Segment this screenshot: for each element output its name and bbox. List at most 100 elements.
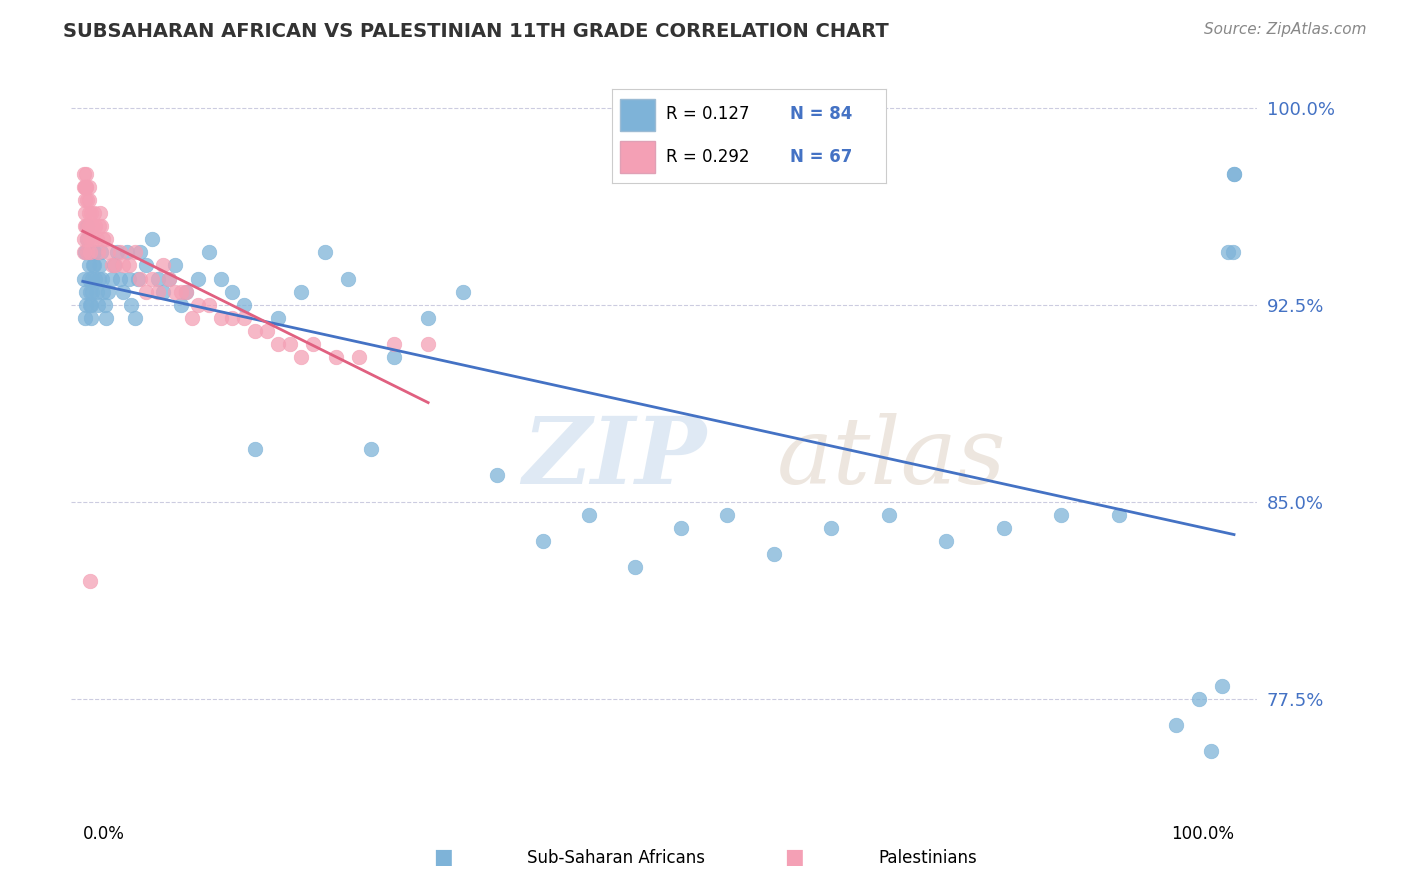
Text: ■: ■	[433, 847, 453, 867]
Point	[80, 206, 103, 220]
Point	[290, 285, 312, 299]
Point	[76, 245, 98, 260]
Text: Source: ZipAtlas.com: Source: ZipAtlas.com	[1204, 22, 1367, 37]
Point	[104, 259, 127, 273]
Point	[198, 298, 221, 312]
Point	[290, 351, 312, 365]
Text: Palestinians: Palestinians	[879, 849, 977, 867]
Point	[76, 232, 98, 246]
Text: 0.0%: 0.0%	[83, 825, 125, 843]
Point	[1166, 718, 1188, 732]
Point	[87, 245, 110, 260]
Point	[187, 271, 209, 285]
Point	[877, 508, 900, 522]
Point	[103, 259, 125, 273]
Point	[80, 310, 103, 325]
Text: SUBSAHARAN AFRICAN VS PALESTINIAN 11TH GRADE CORRELATION CHART: SUBSAHARAN AFRICAN VS PALESTINIAN 11TH G…	[63, 22, 889, 41]
Point	[77, 193, 100, 207]
Point	[73, 206, 96, 220]
Point	[163, 285, 186, 299]
Point	[152, 259, 174, 273]
Point	[84, 219, 107, 233]
Point	[129, 245, 152, 260]
Point	[75, 298, 97, 312]
Point	[302, 337, 325, 351]
Point	[146, 271, 169, 285]
Point	[84, 271, 107, 285]
Point	[624, 560, 647, 574]
Point	[169, 285, 191, 299]
Point	[578, 508, 600, 522]
Text: 100.0%: 100.0%	[1171, 825, 1234, 843]
Point	[245, 324, 267, 338]
Point	[221, 310, 243, 325]
Point	[73, 310, 96, 325]
Point	[77, 179, 100, 194]
Point	[79, 574, 101, 588]
Point	[347, 351, 370, 365]
Point	[716, 508, 738, 522]
Text: N = 84: N = 84	[790, 105, 852, 123]
Point	[82, 232, 104, 246]
Point	[80, 271, 103, 285]
Point	[120, 298, 142, 312]
Point	[73, 219, 96, 233]
Point	[100, 271, 122, 285]
Point	[73, 245, 96, 260]
Point	[80, 285, 103, 299]
Text: R = 0.292: R = 0.292	[666, 148, 749, 166]
Point	[91, 271, 114, 285]
Point	[232, 298, 254, 312]
Point	[1223, 167, 1246, 181]
Point	[83, 245, 105, 260]
Point	[73, 193, 96, 207]
Point	[108, 271, 131, 285]
Point	[820, 521, 842, 535]
Point	[451, 285, 474, 299]
Point	[124, 245, 146, 260]
Point	[152, 285, 174, 299]
Point	[76, 193, 98, 207]
Point	[77, 271, 100, 285]
Point	[486, 468, 509, 483]
Point	[75, 179, 97, 194]
Point	[73, 179, 96, 194]
Point	[93, 232, 115, 246]
Point	[1222, 245, 1244, 260]
Point	[79, 285, 101, 299]
Text: N = 67: N = 67	[790, 148, 852, 166]
Point	[79, 298, 101, 312]
Point	[993, 521, 1015, 535]
Point	[80, 219, 103, 233]
Point	[105, 245, 128, 260]
Point	[418, 337, 440, 351]
Point	[112, 285, 135, 299]
Point	[176, 285, 198, 299]
Point	[935, 534, 957, 549]
Point	[89, 259, 111, 273]
Text: atlas: atlas	[776, 413, 1007, 503]
Point	[79, 232, 101, 246]
Point	[129, 271, 152, 285]
Point	[198, 245, 221, 260]
Point	[176, 285, 198, 299]
Point	[232, 310, 254, 325]
Point	[135, 259, 157, 273]
Point	[82, 259, 104, 273]
Point	[73, 179, 96, 194]
Point	[325, 351, 347, 365]
Point	[83, 259, 105, 273]
Point	[209, 271, 232, 285]
Point	[86, 232, 108, 246]
Point	[80, 298, 103, 312]
Point	[118, 259, 141, 273]
Point	[1050, 508, 1073, 522]
Point	[671, 521, 693, 535]
Point	[73, 271, 96, 285]
Point	[124, 310, 146, 325]
Point	[76, 232, 98, 246]
Point	[382, 351, 405, 365]
Point	[267, 310, 290, 325]
Point	[77, 219, 100, 233]
Point	[97, 285, 120, 299]
